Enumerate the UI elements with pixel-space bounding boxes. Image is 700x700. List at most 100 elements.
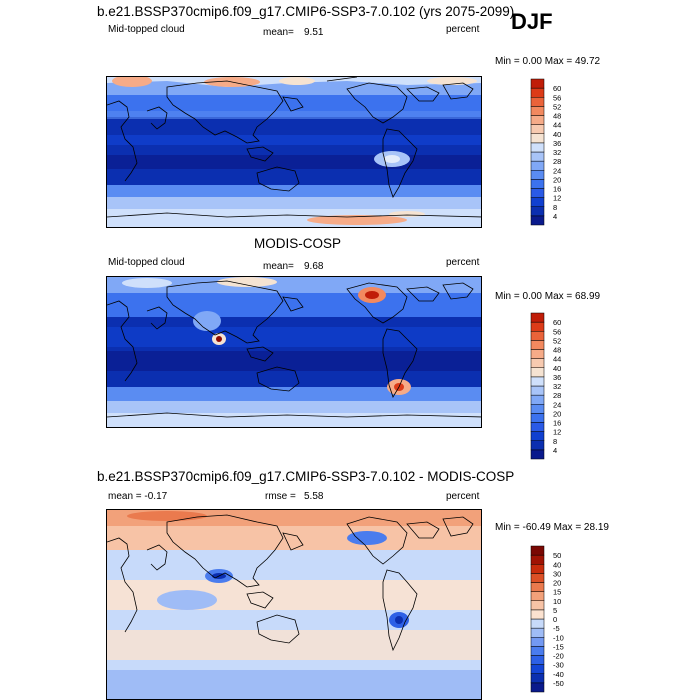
colorbar-box xyxy=(530,609,545,620)
colorbar-box xyxy=(530,682,545,693)
colorbar-box xyxy=(530,312,545,323)
colorbar-box xyxy=(530,600,545,611)
colorbar-box xyxy=(530,78,545,89)
colorbar-box xyxy=(530,142,545,153)
colorbar-tick-label: 28 xyxy=(553,157,561,166)
colorbar-tick-label: 36 xyxy=(553,373,561,382)
colorbar-box xyxy=(530,655,545,665)
panel2-map-svg xyxy=(107,277,481,427)
panel3-coastlines xyxy=(107,514,474,652)
colorbar-tick-label: 5 xyxy=(553,606,557,615)
panel3-minmax: Min = -60.49 Max = 28.19 xyxy=(495,522,609,533)
panel3-colorbar: -50 -40 -30 -20 -15 -10 -5 0 5 10 15 20 30 40 50 xyxy=(530,545,564,693)
colorbar-box xyxy=(530,582,545,592)
colorbar-tick-label: -40 xyxy=(553,670,564,679)
colorbar-tick-label: 44 xyxy=(553,355,561,364)
colorbar-tick-label: 0 xyxy=(553,615,557,624)
colorbar-box xyxy=(530,449,545,460)
panel1-title: b.e21.BSSP370cmip6.f09_g17.CMIP6-SSP3-7.… xyxy=(97,4,515,19)
colorbar-box xyxy=(530,349,545,359)
colorbar-tick-label: 12 xyxy=(553,428,561,437)
colorbar-tick-label: -20 xyxy=(553,652,564,661)
colorbar-tick-label: 40 xyxy=(553,130,561,139)
colorbar-box xyxy=(530,124,545,134)
panel2-units: percent xyxy=(446,257,480,268)
colorbar-tick-label: 4 xyxy=(553,446,557,455)
panel2-mean-value: 9.68 xyxy=(304,261,324,272)
colorbar-box xyxy=(530,440,545,451)
panel3-mean-label: mean = -0.17 xyxy=(108,491,168,502)
colorbar-tick-label: 8 xyxy=(553,437,557,446)
colorbar-box xyxy=(530,170,545,180)
colorbar-box xyxy=(530,115,545,125)
colorbar-box xyxy=(530,331,545,341)
colorbar-box xyxy=(530,385,545,396)
panel2-mean-label: mean= xyxy=(263,261,294,272)
colorbar-box xyxy=(530,215,545,226)
colorbar-tick-label: 20 xyxy=(553,409,561,418)
colorbar-box xyxy=(530,179,545,189)
colorbar-tick-label: 20 xyxy=(553,579,561,588)
colorbar-box xyxy=(530,422,545,432)
colorbar-box xyxy=(530,404,545,414)
colorbar-box xyxy=(530,97,545,107)
colorbar-tick-label: 16 xyxy=(553,419,561,428)
panel1-mean-value: 9.51 xyxy=(304,27,324,38)
colorbar-box xyxy=(530,160,545,171)
colorbar-tick-label: 32 xyxy=(553,148,561,157)
colorbar-box xyxy=(530,618,545,629)
colorbar-tick-label: -50 xyxy=(553,679,564,688)
colorbar-box xyxy=(530,554,545,565)
colorbar-tick-label: -5 xyxy=(553,624,560,633)
panel1-coastlines xyxy=(107,77,481,218)
colorbar-tick-label: 56 xyxy=(553,93,561,102)
colorbar-tick-label: 20 xyxy=(553,175,561,184)
panel2-title: MODIS-COSP xyxy=(254,236,342,251)
panel3-rmse-label: rmse = xyxy=(265,491,296,502)
colorbar-box xyxy=(530,151,545,162)
panel3-map xyxy=(106,509,482,700)
colorbar-tick-label: -10 xyxy=(553,633,564,642)
colorbar-tick-label: 40 xyxy=(553,364,561,373)
panel2-minmax: Min = 0.00 Max = 68.99 xyxy=(495,291,601,302)
colorbar-box xyxy=(530,106,545,116)
colorbar-box xyxy=(530,545,545,556)
colorbar-tick-label: 44 xyxy=(553,121,561,130)
colorbar-box xyxy=(530,133,545,144)
panel3-rmse-value: 5.58 xyxy=(304,491,324,502)
colorbar-tick-label: 30 xyxy=(553,569,561,578)
colorbar-box xyxy=(530,321,545,332)
panel1-variable-label: Mid-topped cloud xyxy=(108,24,185,35)
panel1-units: percent xyxy=(446,24,480,35)
panel3-units: percent xyxy=(446,491,480,502)
colorbar-box xyxy=(530,431,545,441)
colorbar-box xyxy=(530,367,545,378)
colorbar-tick-label: 10 xyxy=(553,597,561,606)
colorbar-box xyxy=(530,591,545,601)
colorbar-box xyxy=(530,394,545,405)
colorbar-box xyxy=(530,358,545,368)
colorbar-tick-label: 40 xyxy=(553,560,561,569)
colorbar-box xyxy=(530,564,545,574)
colorbar-tick-label: 15 xyxy=(553,588,561,597)
colorbar-box xyxy=(530,340,545,350)
colorbar-box xyxy=(530,376,545,387)
colorbar-tick-label: 36 xyxy=(553,139,561,148)
panel1-map-svg xyxy=(107,77,481,227)
colorbar-tick-label: 60 xyxy=(553,318,561,327)
panel1-colorbar: 4 8 12 16 20 24 28 32 36 40 44 48 52 56 60 xyxy=(530,78,561,226)
colorbar-tick-label: 52 xyxy=(553,102,561,111)
colorbar-tick-label: 52 xyxy=(553,336,561,345)
colorbar-tick-label: 28 xyxy=(553,391,561,400)
colorbar-tick-label: -15 xyxy=(553,642,564,651)
colorbar-box xyxy=(530,206,545,217)
colorbar-tick-label: 12 xyxy=(553,194,561,203)
colorbar-box xyxy=(530,646,545,656)
colorbar-box xyxy=(530,664,545,674)
colorbar-tick-label: 24 xyxy=(553,166,561,175)
colorbar-box xyxy=(530,673,545,684)
panel1-map xyxy=(106,76,482,228)
season-label: DJF xyxy=(511,9,553,34)
